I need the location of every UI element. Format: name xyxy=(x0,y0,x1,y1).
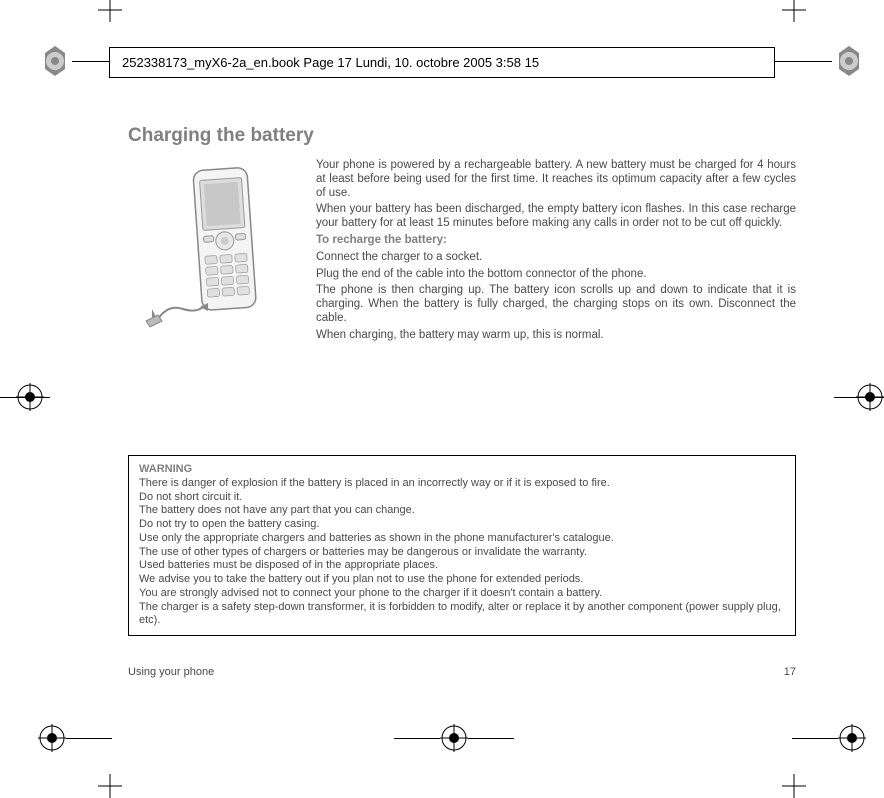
header-connector-left xyxy=(72,61,109,62)
page-footer: Using your phone 17 xyxy=(128,666,796,678)
warning-line-5: Use only the appropriate chargers and ba… xyxy=(139,532,785,546)
body-text: Your phone is powered by a rechargeable … xyxy=(316,159,796,346)
reg-line-bm-r xyxy=(468,738,514,739)
reg-mark-left xyxy=(16,383,44,411)
crop-mark-br xyxy=(782,774,806,798)
footer-left: Using your phone xyxy=(128,666,214,678)
warning-line-1: There is danger of explosion if the batt… xyxy=(139,477,785,491)
para-intro-2: When your battery has been discharged, t… xyxy=(316,203,796,231)
step-1: Connect the charger to a socket. xyxy=(316,251,796,265)
crop-mark-tl xyxy=(98,0,122,22)
reg-mark-right xyxy=(856,383,884,411)
header-connector-right xyxy=(775,61,832,62)
reg-mark-bl2 xyxy=(38,724,66,752)
crop-mark-tr xyxy=(782,0,806,22)
step-2: Plug the end of the cable into the botto… xyxy=(316,268,796,282)
warning-line-6: The use of other types of chargers or ba… xyxy=(139,546,785,560)
header-ornament-right xyxy=(832,44,866,78)
phone-illustration xyxy=(128,159,298,346)
warning-title: WARNING xyxy=(139,463,785,477)
warning-line-8: We advise you to take the battery out if… xyxy=(139,573,785,587)
page-header: 252338173_myX6-2a_en.book Page 17 Lundi,… xyxy=(109,47,775,78)
main-content: Charging the battery xyxy=(128,125,796,346)
reg-line-bm-l xyxy=(394,738,440,739)
warning-box: WARNING There is danger of explosion if … xyxy=(128,455,796,636)
warning-line-4: Do not try to open the battery casing. xyxy=(139,518,785,532)
header-ornament-left xyxy=(38,44,72,78)
subhead-recharge: To recharge the battery: xyxy=(316,234,796,248)
section-title: Charging the battery xyxy=(128,125,796,147)
reg-mark-bm xyxy=(440,724,468,752)
footer-page-number: 17 xyxy=(784,666,796,678)
reg-mark-br2 xyxy=(838,724,866,752)
warning-line-3: The battery does not have any part that … xyxy=(139,504,785,518)
crop-mark-bl xyxy=(98,774,122,798)
para-intro-1: Your phone is powered by a rechargeable … xyxy=(316,159,796,200)
step-3: The phone is then charging up. The batte… xyxy=(316,284,796,325)
reg-line-bl xyxy=(66,738,112,739)
warning-line-9: You are strongly advised not to connect … xyxy=(139,587,785,601)
warning-line-7: Used batteries must be disposed of in th… xyxy=(139,559,785,573)
step-4: When charging, the battery may warm up, … xyxy=(316,329,796,343)
reg-line-br xyxy=(792,738,838,739)
header-text: 252338173_myX6-2a_en.book Page 17 Lundi,… xyxy=(122,55,539,70)
warning-line-10: The charger is a safety step-down transf… xyxy=(139,601,785,629)
warning-line-2: Do not short circuit it. xyxy=(139,491,785,505)
